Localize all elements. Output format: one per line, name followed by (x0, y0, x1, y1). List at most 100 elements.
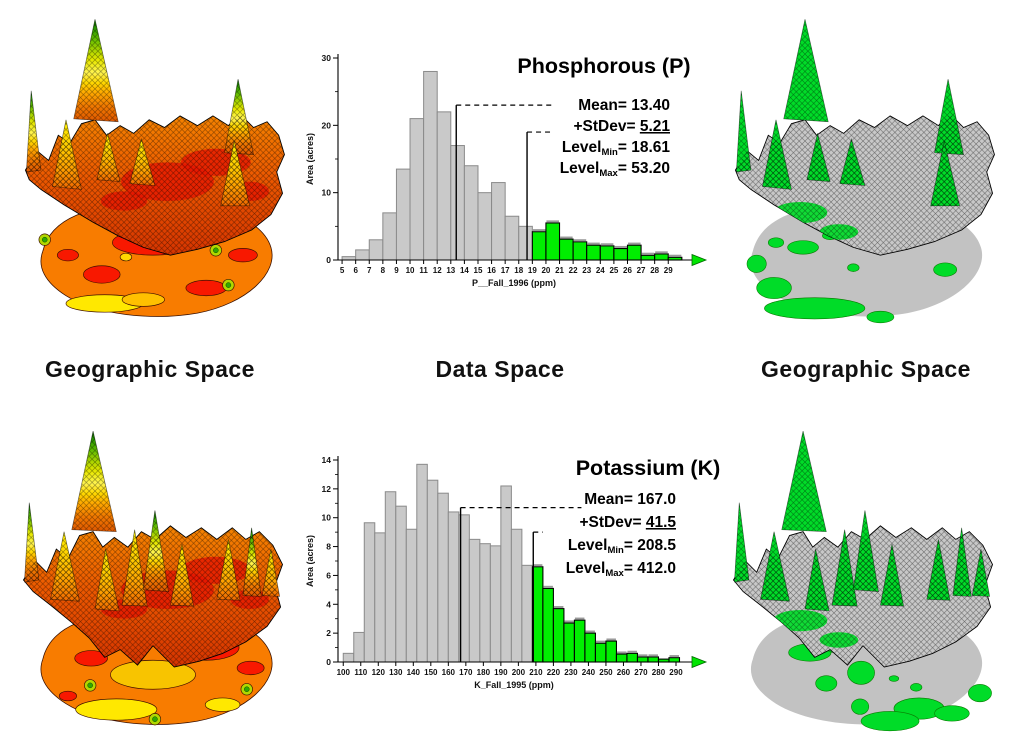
bar-below-threshold (409, 118, 425, 261)
bar-below-threshold (395, 168, 411, 261)
x-tick-label: 160 (442, 668, 456, 677)
bar-below-threshold (395, 505, 407, 663)
x-tick-label: 25 (609, 266, 618, 275)
axes (337, 456, 692, 663)
x-tick-label: 130 (389, 668, 403, 677)
bar-below-threshold (384, 491, 397, 663)
x-tick-label: 11 (419, 266, 428, 275)
y-tick-label: 4 (326, 599, 331, 609)
stat-line-mean: Mean= 167.0 (584, 491, 676, 508)
stat-line-stdev: +StDev= 5.21 (573, 118, 670, 135)
bar-above-threshold (654, 253, 669, 261)
x-tick-label: 15 (474, 266, 483, 275)
y-tick-label: 8 (326, 542, 331, 552)
axes (337, 54, 692, 261)
x-tick-label: 24 (596, 266, 605, 275)
x-tick-label: 280 (652, 668, 666, 677)
stat-line-level: LevelMax= 412.0 (566, 560, 676, 579)
x-tick-label: 140 (407, 668, 421, 677)
bar-above-threshold (563, 622, 575, 663)
x-tick-label: 200 (512, 668, 526, 677)
x-tick-label: 13 (446, 266, 455, 275)
y-axis-label: Area (acres) (305, 133, 315, 185)
caption-geographic-space-left: Geographic Space (45, 356, 255, 382)
y-tick-label: 6 (326, 570, 331, 580)
x-tick-label: 150 (424, 668, 438, 677)
x-tick-label: 23 (582, 266, 591, 275)
histogram-svg-phosphorous: 0 10 20 30 5 6 7 8 9 10 11 12 13 14 15 16 17 18 19 20 21 22 23… (305, 53, 708, 288)
x-axis-label: K_Fall_1995 (ppm) (474, 680, 554, 690)
bar-below-threshold (436, 111, 452, 261)
x-tick-label: 26 (623, 266, 632, 275)
bar-above-threshold (586, 244, 601, 261)
surface-plot-k-color (8, 412, 298, 746)
x-tick-label: 16 (487, 266, 496, 275)
x-tick-label: 190 (494, 668, 508, 677)
x-tick-label: 9 (394, 266, 399, 275)
bar-above-threshold (668, 657, 681, 663)
x-tick-label: 210 (529, 668, 543, 677)
bar-above-threshold (626, 652, 639, 663)
x-tick-label: 170 (459, 668, 473, 677)
bar-below-threshold (504, 215, 520, 261)
y-tick-label: 2 (326, 628, 331, 638)
caption-geographic-space-right: Geographic Space (761, 356, 971, 382)
bar-above-threshold (605, 640, 617, 663)
x-tick-label: 12 (433, 266, 442, 275)
x-tick-label: 270 (634, 668, 648, 677)
bar-above-threshold (531, 231, 547, 261)
x-tick-label: 8 (381, 266, 386, 275)
histogram-potassium: 0 2 4 6 8 10 12 14 100 110 120 130 140 150 160 170 180 19… (302, 432, 742, 712)
bar-above-threshold (594, 642, 607, 663)
stats-block: Mean= 167.0 +StDev= 41.5 LevelMin= 208.5 Le… (566, 491, 677, 579)
x-tick-label: 260 (617, 668, 631, 677)
bar-below-threshold (468, 538, 481, 663)
x-tick-label: 290 (669, 668, 683, 677)
x-tick-label: 22 (569, 266, 578, 275)
chart-title: Potassium (K) (576, 456, 721, 480)
bar-below-threshold (368, 239, 384, 261)
bar-above-threshold (647, 656, 660, 663)
bar-above-threshold (626, 244, 642, 261)
x-tick-label: 100 (337, 668, 351, 677)
bar-above-threshold (572, 241, 588, 261)
stat-line-level: LevelMin= 18.61 (562, 139, 671, 158)
x-tick-label: 110 (354, 668, 367, 677)
x-tick-label: 28 (650, 266, 659, 275)
stats-block: Mean= 13.40 +StDev= 5.21 LevelMin= 18.61 Le… (560, 97, 671, 179)
bar-below-threshold (491, 182, 506, 261)
threshold-arrow-icon (691, 655, 708, 669)
stat-line-level: LevelMin= 208.5 (568, 537, 677, 556)
y-tick-label: 12 (322, 484, 332, 494)
bar-above-threshold (613, 248, 629, 261)
bar-above-threshold (584, 632, 596, 663)
stat-line-level: LevelMax= 53.20 (560, 160, 670, 179)
bar-below-threshold (423, 70, 438, 261)
surface-plot-p-classified (718, 4, 1008, 340)
bar-above-threshold (542, 587, 554, 663)
x-tick-label: 6 (353, 266, 358, 275)
bar-below-threshold (363, 522, 376, 663)
surface-plot-k-classified (718, 412, 1008, 746)
bar-below-threshold (405, 528, 418, 663)
x-tick-label: 29 (664, 266, 673, 275)
bars-group (341, 70, 683, 261)
bar-below-threshold (342, 652, 355, 663)
chart-title: Phosphorous (P) (517, 54, 690, 78)
x-tick-label: 250 (599, 668, 613, 677)
bar-above-threshold (552, 608, 565, 663)
bar-above-threshold (615, 653, 628, 663)
x-tick-label: 21 (555, 266, 564, 275)
bar-above-threshold (640, 254, 656, 261)
bar-below-threshold (426, 479, 439, 663)
histogram-svg-potassium: 0 2 4 6 8 10 12 14 100 110 120 130 140 150 160 170 180 19… (305, 455, 721, 690)
x-tick-label: 18 (514, 266, 523, 275)
bar-below-threshold (447, 511, 460, 663)
y-tick-label: 0 (326, 255, 331, 265)
x-tick-label: 230 (564, 668, 578, 677)
x-tick-label: 7 (367, 266, 372, 275)
surface-svg-k-gray (732, 431, 994, 732)
y-tick-label: 14 (322, 455, 332, 465)
stat-line-stdev: +StDev= 41.5 (579, 514, 676, 531)
